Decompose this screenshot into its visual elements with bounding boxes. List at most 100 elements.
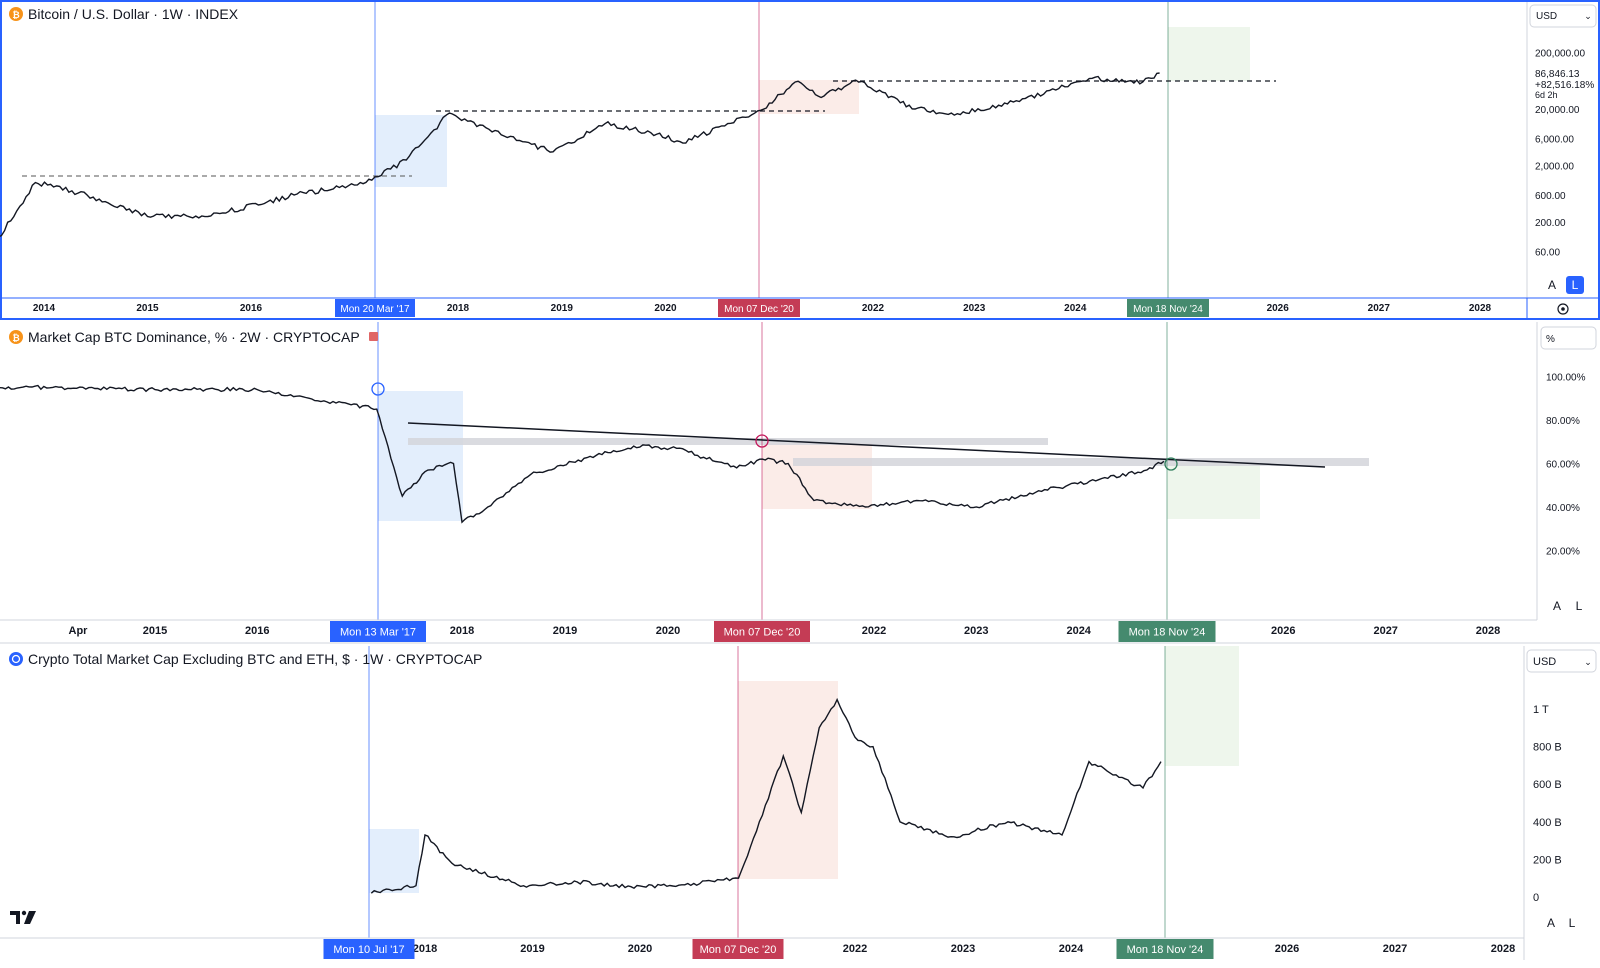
cycle-date-flag-label: Mon 07 Dec '20 (724, 304, 794, 315)
y-tick-label: 2,000.00 (1535, 162, 1574, 173)
pane-dominance-header[interactable]: ₿ Market Cap BTC Dominance, % · 2W · CRY… (9, 329, 378, 345)
x-tick-label: 2018 (413, 943, 437, 955)
y-tick-label: 400 B (1533, 817, 1562, 829)
dominance-trendline (407, 422, 1326, 468)
scale-auto-button-label: A (1547, 916, 1555, 930)
unit-box-value: % (1546, 334, 1555, 345)
pane-btcusd-header[interactable]: ₿ Bitcoin / U.S. Dollar · 1W · INDEX (9, 6, 239, 22)
x-tick-label: 2022 (862, 303, 885, 314)
cycle-date-flag-label: Mon 18 Nov '24 (1129, 627, 1206, 639)
y-tick-label: 200,000.00 (1535, 49, 1585, 60)
cycle-date-flag-bg (1116, 939, 1214, 959)
y-tick-label: 20.00% (1546, 547, 1580, 558)
unit-box-frame (1540, 326, 1597, 350)
chevron-down-icon: ⌄ (1584, 11, 1592, 21)
gear-icon[interactable] (1557, 303, 1569, 315)
x-tick-label: 2020 (656, 625, 680, 637)
price-axis-ticks: 200,000.00 20,000.00 6,000.00 2,000.00 600.0… (1535, 49, 1585, 259)
bitcoin-icon-glyph: ₿ (12, 10, 19, 20)
bitcoin-icon (9, 7, 23, 21)
x-tick-label: 2028 (1476, 625, 1500, 637)
x-tick-label: 2027 (1368, 303, 1391, 314)
unit-box[interactable]: % (1540, 326, 1597, 350)
scale-log-button-label: L (1569, 916, 1576, 930)
tradingview-logo-icon-dot (21, 910, 27, 916)
cycle-date-flag-bg (1118, 621, 1216, 642)
cycle-date-flags: Mon 13 Mar '17 Mon 07 Dec '20 Mon 18 Nov '… (330, 621, 1216, 642)
cycle-date-flag-bg (335, 299, 415, 317)
cycle-date-flag: Mon 18 Nov '24 (1127, 299, 1209, 317)
cycle-date-flag-label: Mon 18 Nov '24 (1133, 304, 1203, 315)
currency-select-value: USD (1536, 11, 1557, 22)
x-tick-label: 2015 (143, 625, 167, 637)
cycle-date-flag-bg (323, 939, 415, 959)
change-percent-label: +82,516.18% (1535, 80, 1594, 91)
gear-icon-inner (1561, 307, 1565, 311)
pane-btcusd-title[interactable]: Bitcoin / U.S. Dollar · 1W · INDEX (28, 6, 239, 22)
x-tick-label: 2022 (862, 625, 886, 637)
currency-select-value: USD (1533, 656, 1556, 668)
scale-log-button-label: L (1572, 278, 1579, 292)
cycle-date-flag-bg (692, 939, 784, 959)
zone-red (738, 681, 838, 879)
zone-red (762, 443, 872, 509)
marketcap-axis-ticks: 1 T 800 B 600 B 400 B 200 B 0 (1533, 704, 1562, 904)
x-tick-label: 2023 (964, 625, 988, 637)
total3-series (370, 697, 1162, 894)
zone-blue (369, 829, 419, 893)
x-tick-label: 2022 (843, 943, 867, 955)
pane-dominance[interactable]: ₿ Market Cap BTC Dominance, % · 2W · CRY… (0, 322, 1600, 644)
cycle-date-flag: Mon 18 Nov '24 (1118, 621, 1216, 642)
cycle-date-flag: Mon 07 Dec '20 (718, 299, 800, 317)
scale-log-button[interactable]: L (1566, 276, 1584, 294)
pane-total3-header[interactable]: Crypto Total Market Cap Excluding BTC an… (9, 651, 482, 667)
scale-log-button[interactable]: L (1576, 599, 1583, 613)
cycle-date-flag-bg (714, 621, 810, 642)
chevron-down-icon: ⌄ (1584, 657, 1592, 667)
x-tick-label: 2028 (1469, 303, 1492, 314)
cycle-date-flag-bg (1127, 299, 1209, 317)
pane-total3-title[interactable]: Crypto Total Market Cap Excluding BTC an… (28, 651, 482, 667)
band-upper (408, 438, 1048, 445)
x-tick-label: 2023 (951, 943, 975, 955)
x-tick-label: 2015 (136, 303, 159, 314)
x-tick-label: 2026 (1267, 303, 1290, 314)
scale-auto-button[interactable]: A (1547, 916, 1555, 930)
x-tick-label: 2019 (551, 303, 574, 314)
last-price-label: 86,846.13 (1535, 69, 1580, 80)
x-tick-label: 2020 (654, 303, 677, 314)
x-tick-label: 2020 (628, 943, 652, 955)
currency-select[interactable]: USD ⌄ (1529, 4, 1597, 28)
cycle-date-flag-label: Mon 07 Dec '20 (724, 627, 801, 639)
zone-blue (375, 115, 447, 187)
x-tick-label: 2019 (553, 625, 577, 637)
scale-log-button[interactable]: L (1569, 916, 1576, 930)
cycle-date-flags: Mon 20 Mar '17 Mon 07 Dec '20 Mon 18 Nov '… (335, 299, 1209, 317)
cycle-date-flag-bg (718, 299, 800, 317)
y-tick-label: 100.00% (1546, 373, 1586, 384)
x-tick-label: 2024 (1064, 303, 1087, 314)
y-tick-label: 1 T (1533, 704, 1549, 716)
x-tick-label: 2014 (33, 303, 56, 314)
pane-total3[interactable]: Crypto Total Market Cap Excluding BTC an… (0, 646, 1597, 960)
currency-select-box (1529, 4, 1597, 28)
bitcoin-icon (9, 330, 23, 344)
pane-btcusd-border (0, 0, 1600, 320)
alert-flag-icon[interactable] (369, 332, 378, 341)
cycle-date-flag: Mon 20 Mar '17 (335, 299, 415, 317)
y-tick-label: 6,000.00 (1535, 135, 1574, 146)
y-tick-label: 600 B (1533, 779, 1562, 791)
x-tick-label: 2016 (245, 625, 269, 637)
scale-auto-button[interactable]: A (1553, 599, 1561, 613)
dominance-series (0, 384, 1165, 524)
touch-point-green (1164, 457, 1178, 471)
y-tick-label: 60.00% (1546, 460, 1580, 471)
tradingview-logo-icon[interactable] (10, 910, 36, 924)
scale-auto-button[interactable]: A (1548, 278, 1556, 292)
pane-btcusd[interactable]: ₿ Bitcoin / U.S. Dollar · 1W · INDEX USD… (0, 0, 1600, 320)
pane-dominance-title[interactable]: Market Cap BTC Dominance, % · 2W · CRYPT… (28, 329, 360, 345)
y-tick-label: 20,000.00 (1535, 105, 1580, 116)
currency-select[interactable]: USD ⌄ (1526, 649, 1597, 673)
tradingview-logo-icon-mark-left (10, 911, 20, 924)
band-lower (793, 458, 1369, 466)
